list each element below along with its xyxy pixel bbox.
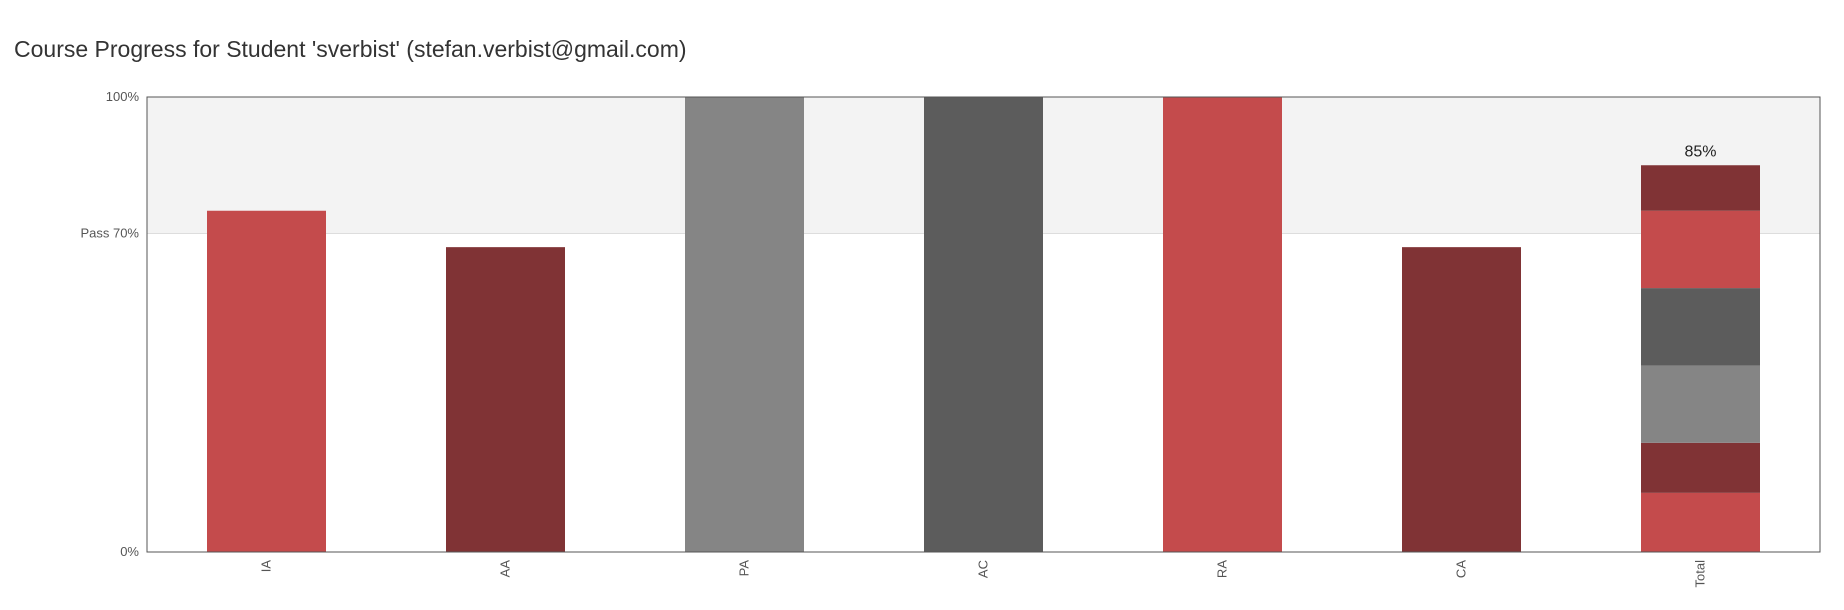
total-bar-segment-5[interactable] bbox=[1641, 210, 1760, 289]
bar-ra[interactable] bbox=[1163, 97, 1282, 552]
labels-layer: IA AA PA AC RA CA 85% Total 0% Pass 70% 100% bbox=[80, 89, 1716, 587]
y-tick-label-0: 0% bbox=[120, 544, 139, 559]
y-tick-label-70: Pass 70% bbox=[80, 226, 139, 241]
total-bar-segment-4[interactable] bbox=[1641, 288, 1760, 366]
x-tick-label-ac: AC bbox=[976, 560, 991, 578]
bar-ia[interactable] bbox=[207, 210, 326, 552]
bars-layer bbox=[207, 97, 1760, 552]
x-tick-label-aa: AA bbox=[498, 560, 513, 578]
total-bar-segment-3[interactable] bbox=[1641, 365, 1760, 443]
bar-aa[interactable] bbox=[446, 247, 565, 552]
total-bar-segment-6[interactable] bbox=[1641, 165, 1760, 211]
total-bar-segment-1[interactable] bbox=[1641, 492, 1760, 552]
x-tick-label-ca: CA bbox=[1454, 560, 1469, 578]
x-tick-label-ra: RA bbox=[1215, 560, 1230, 578]
bar-pa[interactable] bbox=[685, 97, 804, 552]
y-tick-label-100: 100% bbox=[106, 89, 140, 104]
total-bar-segment-2[interactable] bbox=[1641, 442, 1760, 493]
total-value-label: 85% bbox=[1684, 143, 1716, 160]
page-title: Course Progress for Student 'sverbist' (… bbox=[14, 36, 687, 62]
x-tick-label-ia: IA bbox=[259, 560, 274, 573]
x-tick-label-total: Total bbox=[1693, 560, 1708, 588]
axes-layer bbox=[146, 96, 1821, 553]
plot-frame bbox=[146, 96, 1821, 553]
x-tick-label-pa: PA bbox=[737, 560, 752, 577]
bar-ca[interactable] bbox=[1402, 247, 1521, 552]
bar-ac[interactable] bbox=[924, 97, 1043, 552]
